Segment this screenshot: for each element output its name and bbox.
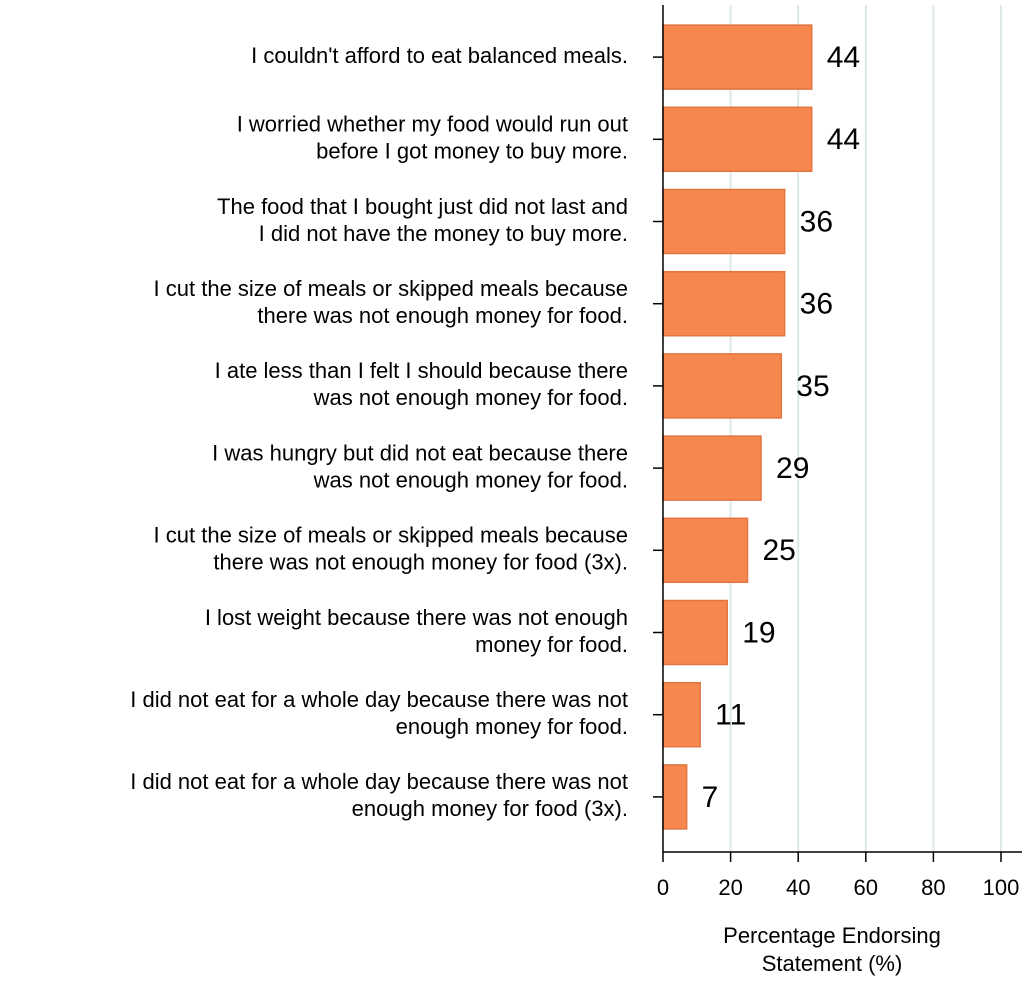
- value-label: 35: [796, 370, 829, 403]
- y-tick-label: I did not eat for a whole day because th…: [130, 687, 628, 712]
- y-tick-label: money for food.: [475, 632, 628, 657]
- y-tick-label: I cut the size of meals or skipped meals…: [154, 276, 628, 301]
- x-axis-label: Statement (%): [762, 951, 903, 976]
- y-tick-label: before I got money to buy more.: [316, 139, 628, 164]
- x-tick-label: 100: [983, 875, 1020, 900]
- y-tick-label: I was hungry but did not eat because the…: [212, 440, 628, 465]
- x-tick-label: 40: [786, 875, 810, 900]
- value-label: 44: [827, 41, 860, 74]
- bar: [662, 24, 813, 90]
- bar: [662, 681, 701, 748]
- x-axis-label: Percentage Endorsing: [723, 923, 941, 948]
- y-tick-label: there was not enough money for food (3x)…: [213, 550, 628, 575]
- bar: [662, 270, 786, 337]
- value-label: 25: [763, 534, 796, 567]
- y-tick-label: was not enough money for food.: [313, 385, 628, 410]
- bar: [662, 106, 813, 173]
- y-tick-label: I cut the size of meals or skipped meals…: [154, 523, 628, 548]
- x-tick-label: 20: [718, 875, 742, 900]
- value-label: 29: [776, 452, 809, 485]
- y-tick-label: enough money for food (3x).: [352, 796, 628, 821]
- bar: [662, 517, 749, 584]
- value-label: 19: [742, 616, 775, 649]
- value-label: 44: [827, 123, 860, 156]
- y-tick-label: I ate less than I felt I should because …: [215, 358, 628, 383]
- y-tick-label: I lost weight because there was not enou…: [205, 605, 628, 630]
- value-label: 7: [702, 781, 719, 814]
- y-tick-label: I couldn't afford to eat balanced meals.: [251, 43, 628, 68]
- value-label: 36: [800, 205, 833, 238]
- bar: [662, 353, 783, 419]
- x-tick-label: 60: [854, 875, 878, 900]
- bar: [662, 599, 728, 666]
- x-tick-label: 0: [657, 875, 669, 900]
- y-tick-label: enough money for food.: [396, 714, 628, 739]
- bar: [662, 188, 786, 255]
- bar: [662, 435, 762, 501]
- y-tick-label: The food that I bought just did not last…: [217, 194, 628, 219]
- y-tick-label: there was not enough money for food.: [257, 303, 628, 328]
- y-tick-label: I did not have the money to buy more.: [259, 221, 628, 246]
- y-tick-label: was not enough money for food.: [313, 467, 628, 492]
- value-label: 11: [715, 699, 746, 732]
- value-label: 36: [800, 288, 833, 321]
- x-tick-label: 80: [921, 875, 945, 900]
- y-tick-label: I did not eat for a whole day because th…: [130, 769, 628, 794]
- y-tick-label: I worried whether my food would run out: [237, 112, 628, 137]
- bar: [662, 764, 688, 830]
